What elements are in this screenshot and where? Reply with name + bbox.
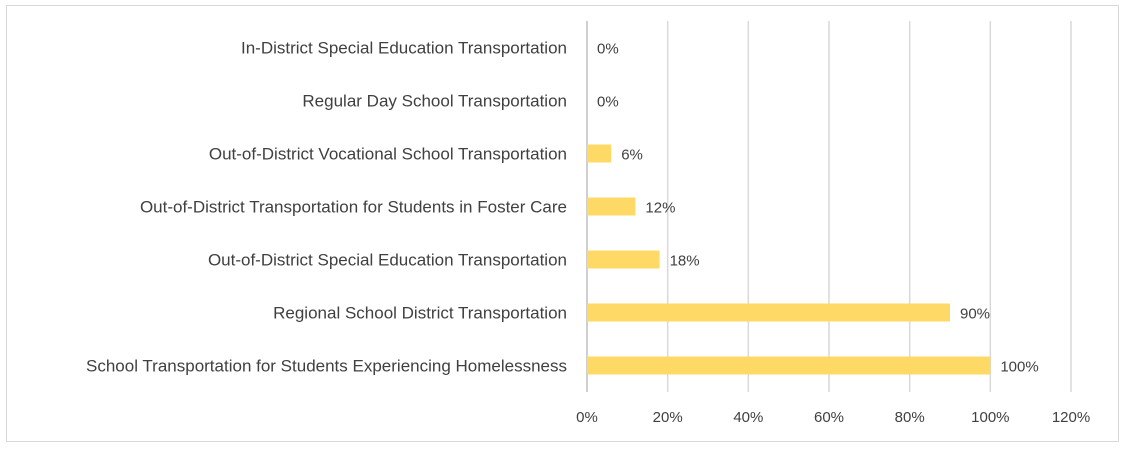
x-tick-label: 120% xyxy=(1052,409,1090,426)
x-tick-label: 80% xyxy=(895,409,925,426)
data-label: 0% xyxy=(597,94,619,111)
x-tick-label: 100% xyxy=(971,409,1009,426)
category-label: Out-of-District Special Education Transp… xyxy=(208,251,567,270)
chart-frame xyxy=(6,5,1119,442)
bar xyxy=(587,197,636,216)
data-label: 12% xyxy=(645,200,675,217)
data-label: 0% xyxy=(597,41,619,58)
data-label: 100% xyxy=(1000,359,1038,376)
x-tick-label: 60% xyxy=(814,409,844,426)
x-tick-label: 20% xyxy=(653,409,683,426)
data-label: 6% xyxy=(621,147,643,164)
category-label: School Transportation for Students Exper… xyxy=(86,357,567,376)
data-label: 18% xyxy=(670,253,700,270)
bar xyxy=(587,144,612,163)
data-label: 90% xyxy=(960,306,990,323)
bar xyxy=(587,303,950,322)
bar xyxy=(587,250,660,269)
category-label: In-District Special Education Transporta… xyxy=(241,39,567,58)
category-label: Out-of-District Transportation for Stude… xyxy=(140,198,567,217)
category-label: Regional School District Transportation xyxy=(273,304,567,323)
category-label: Out-of-District Vocational School Transp… xyxy=(209,145,567,164)
x-tick-label: 40% xyxy=(733,409,763,426)
bar xyxy=(587,356,991,375)
x-tick-label: 0% xyxy=(576,409,598,426)
category-label: Regular Day School Transportation xyxy=(302,92,567,111)
